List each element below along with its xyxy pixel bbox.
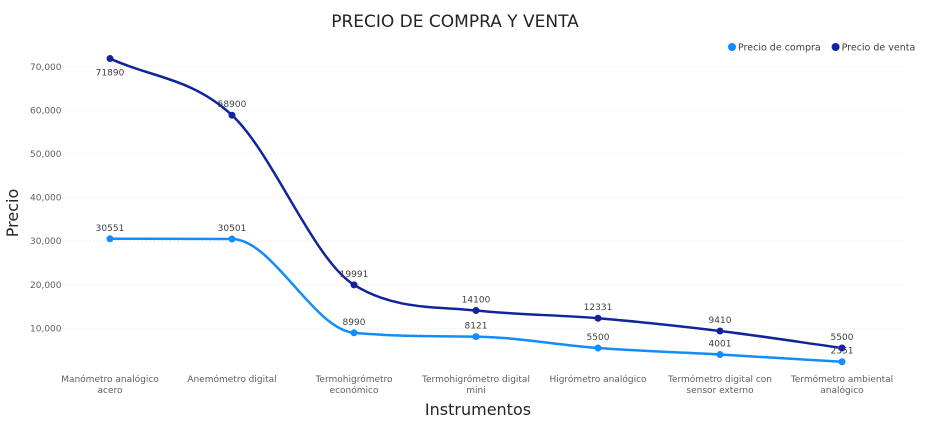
legend-marker <box>728 43 736 51</box>
data-label: 8121 <box>465 322 488 332</box>
x-tick-label: Termohigrómetro digital mini <box>421 374 530 396</box>
data-label: 30551 <box>96 224 125 234</box>
y-tick-label: 10,000 <box>30 324 62 334</box>
data-point[interactable] <box>716 351 724 359</box>
data-point[interactable] <box>350 329 358 337</box>
data-point[interactable] <box>838 358 846 366</box>
data-point[interactable] <box>106 235 114 243</box>
data-label: 19991 <box>340 270 369 280</box>
data-label: 8990 <box>343 318 366 328</box>
data-point[interactable] <box>350 281 358 289</box>
x-axis-ticks: Manómetro analógico acero Anemómetro digit… <box>61 374 893 396</box>
legend-label: Precio de compra <box>738 43 821 54</box>
legend-label: Precio de venta <box>842 43 916 54</box>
x-tick-label: Manómetro analógico acero <box>61 374 159 396</box>
data-labels: 30551 30501 8990 8121 5500 4001 2351 71890 58900… <box>96 69 854 357</box>
legend-marker <box>831 43 840 51</box>
data-point[interactable] <box>594 314 602 322</box>
chart-title: PRECIO DE COMPRA Y VENTA <box>331 12 579 32</box>
x-tick-label: Termómetro digital con sensor externo <box>667 374 772 396</box>
y-axis-ticks: 10,000 20,000 30,000 40,000 50,000 60,000 70,0… <box>30 63 62 335</box>
y-tick-label: 70,000 <box>30 63 62 73</box>
x-tick-label: Termómetro ambiental analógico <box>790 374 893 396</box>
data-label: 58900 <box>218 100 247 110</box>
x-tick-label: Termohigrómetro económico <box>314 374 393 396</box>
y-axis-title: Precio <box>3 189 22 237</box>
data-label: 5500 <box>587 333 610 343</box>
y-tick-label: 60,000 <box>30 106 62 116</box>
data-label: 12331 <box>584 303 613 313</box>
series-precio-de-venta <box>106 55 846 352</box>
data-point[interactable] <box>838 344 846 352</box>
y-tick-label: 30,000 <box>30 237 62 247</box>
x-axis-title: Instrumentos <box>425 400 531 419</box>
x-tick-label: Higrómetro analógico <box>549 374 647 385</box>
legend-item[interactable]: Precio de venta <box>831 43 916 54</box>
y-tick-label: 40,000 <box>30 194 62 204</box>
data-point[interactable] <box>228 111 236 119</box>
data-label: 4001 <box>709 340 732 350</box>
data-point[interactable] <box>472 307 480 315</box>
data-point[interactable] <box>716 327 724 335</box>
x-tick-label: Anemómetro digital <box>187 374 276 385</box>
data-label: 71890 <box>96 69 125 79</box>
legend-item[interactable]: Precio de compra <box>728 43 821 54</box>
data-label: 2351 <box>831 347 854 357</box>
data-label: 14100 <box>462 296 491 306</box>
data-point[interactable] <box>106 55 114 63</box>
data-label: 9410 <box>709 316 732 326</box>
data-point[interactable] <box>594 344 602 352</box>
y-tick-label: 20,000 <box>30 281 62 291</box>
data-point[interactable] <box>228 235 236 243</box>
data-point[interactable] <box>472 333 480 341</box>
data-label: 30501 <box>218 224 247 234</box>
series-precio-de-compra <box>106 235 846 366</box>
series-layer <box>106 55 846 366</box>
data-label: 5500 <box>831 333 854 343</box>
gridlines <box>62 66 905 329</box>
legend: Precio de compra Precio de venta <box>728 43 915 54</box>
y-tick-label: 50,000 <box>30 150 62 160</box>
